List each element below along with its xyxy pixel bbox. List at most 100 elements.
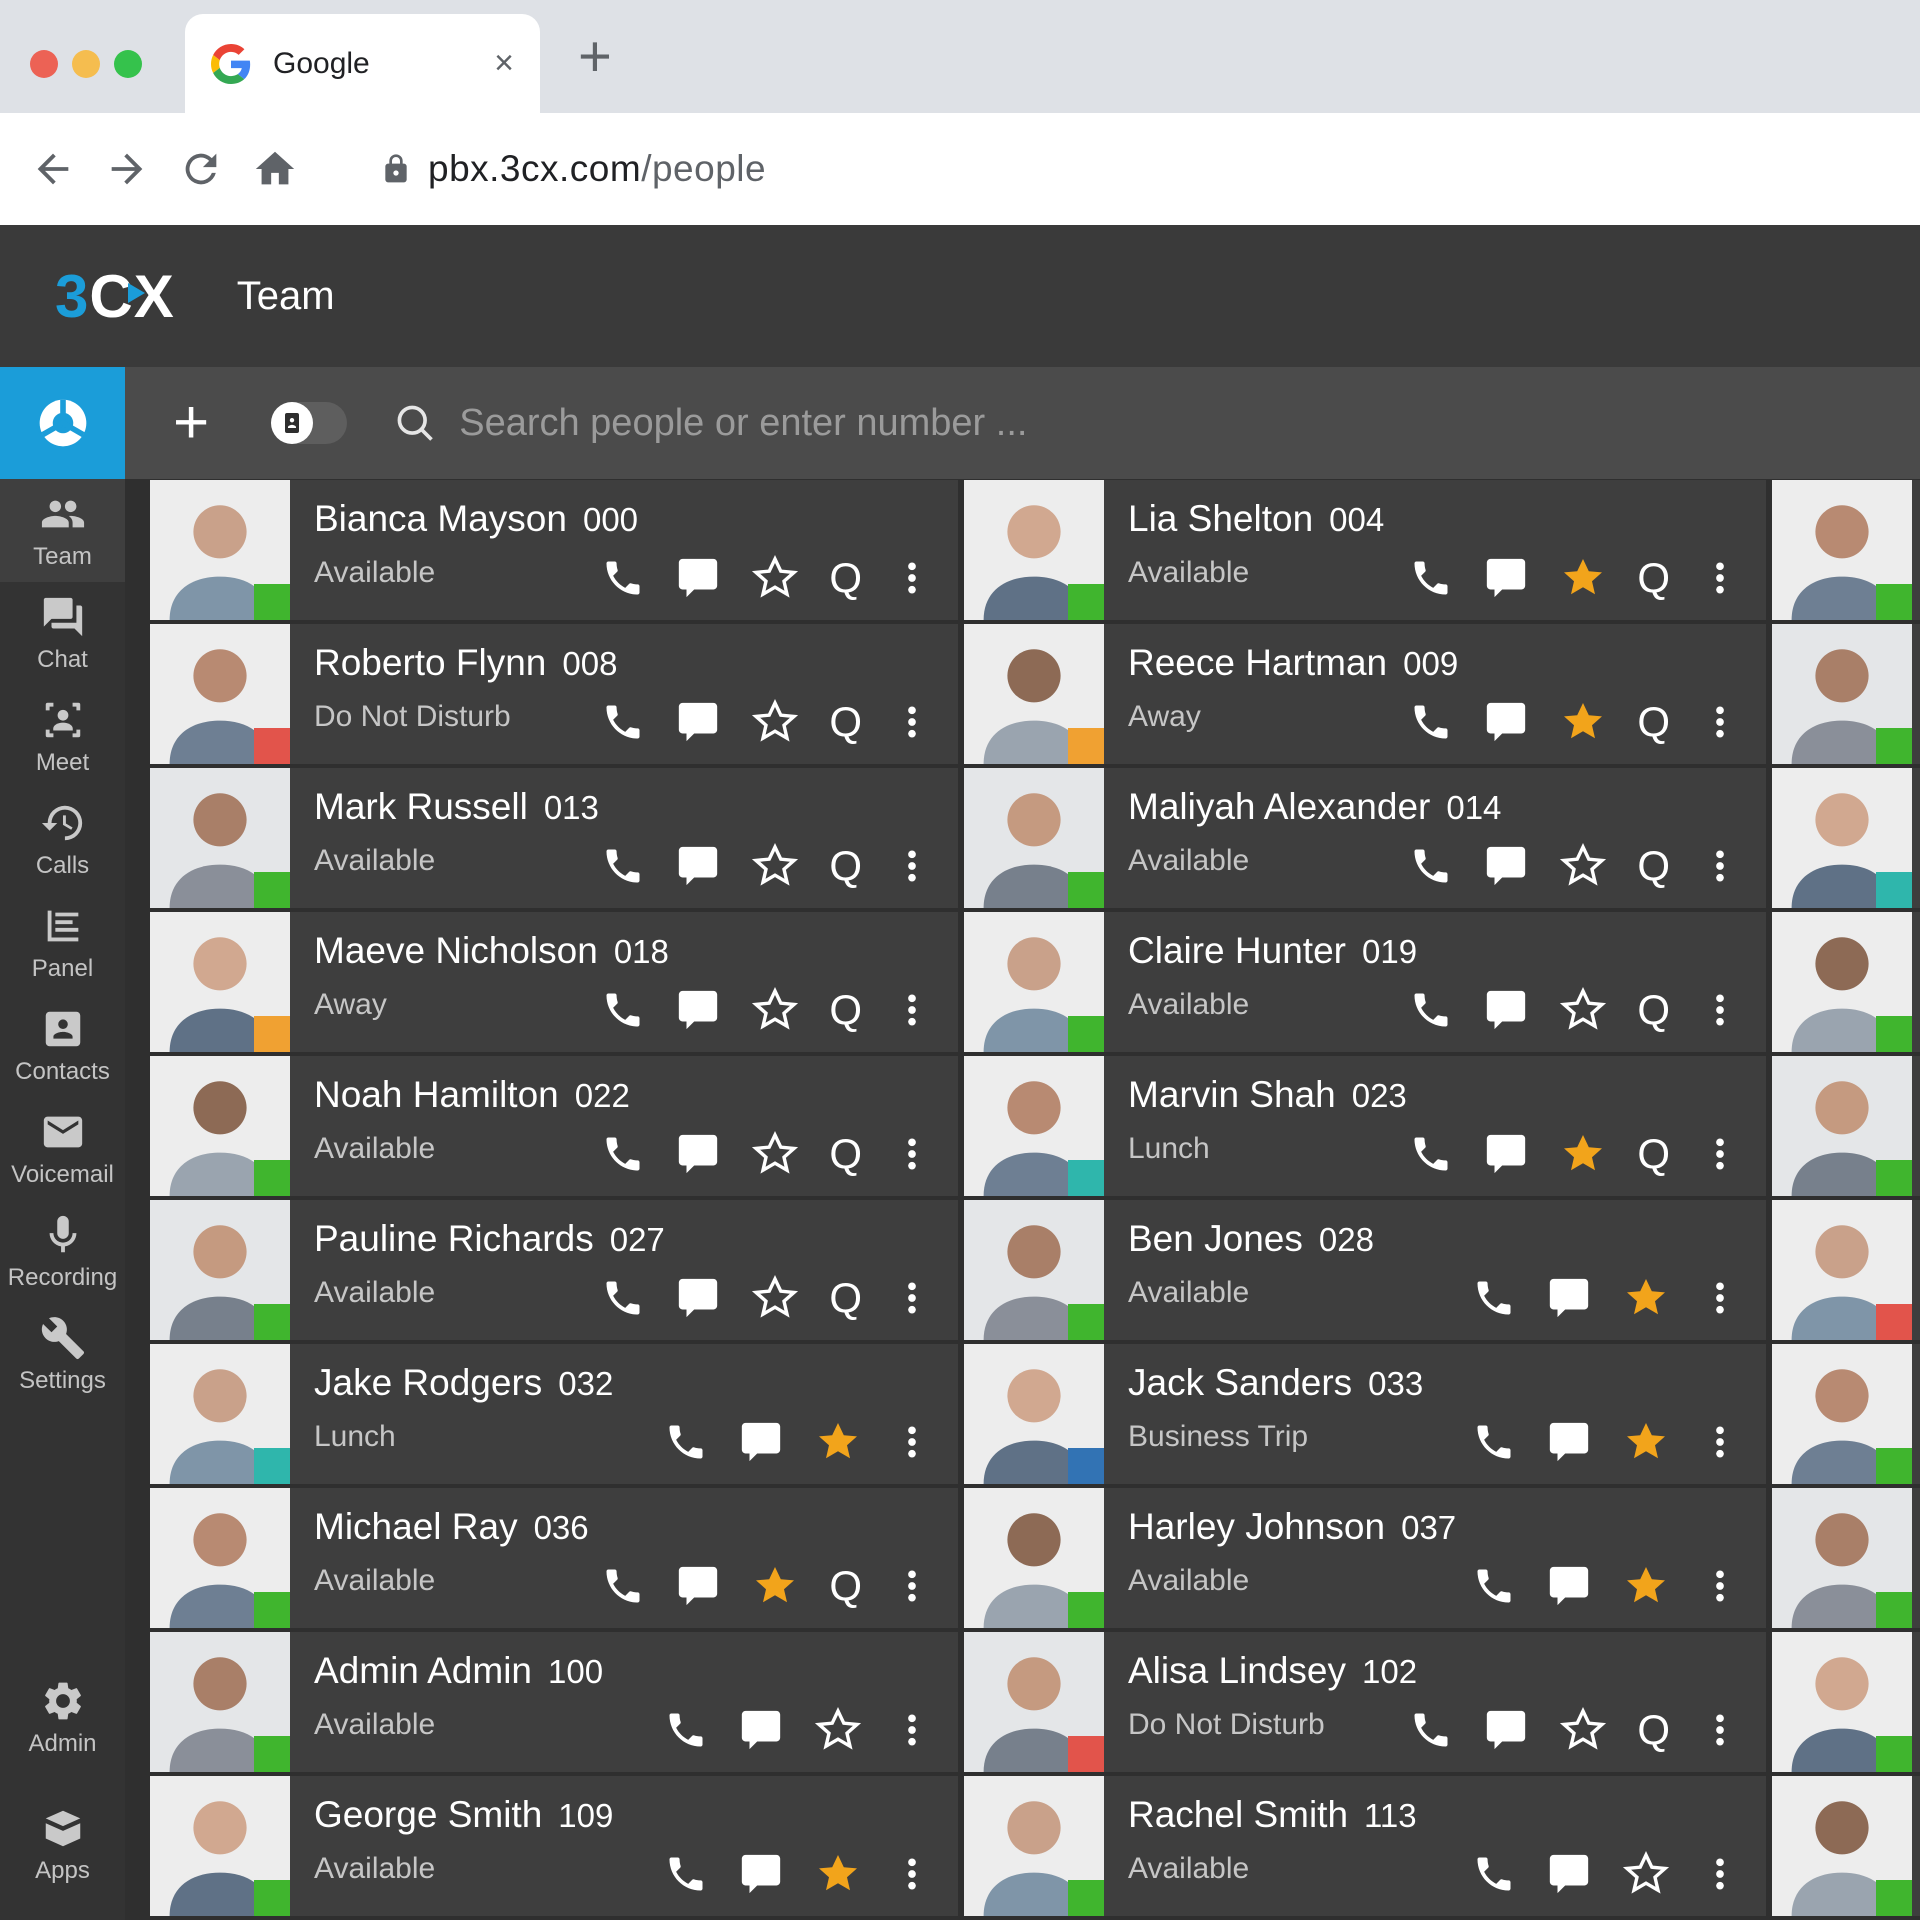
chat-icon[interactable]	[1546, 1563, 1592, 1609]
more-options-icon[interactable]	[1700, 1420, 1740, 1464]
person-card[interactable]: Alisa Lindsey 102 Do Not Disturb Q	[964, 1632, 1766, 1772]
favorite-star-icon[interactable]	[1622, 1562, 1670, 1610]
more-options-icon[interactable]	[1700, 1708, 1740, 1752]
chat-icon[interactable]	[675, 555, 721, 601]
more-options-icon[interactable]	[892, 1564, 932, 1608]
forward-icon[interactable]	[104, 146, 150, 192]
favorite-star-icon[interactable]	[751, 554, 799, 602]
more-options-icon[interactable]	[1700, 844, 1740, 888]
call-icon[interactable]	[601, 700, 645, 744]
favorite-star-icon[interactable]	[751, 842, 799, 890]
more-options-icon[interactable]	[892, 1420, 932, 1464]
chat-icon[interactable]	[1483, 987, 1529, 1033]
call-icon[interactable]	[1472, 1420, 1516, 1464]
more-options-icon[interactable]	[892, 1132, 932, 1176]
chat-icon[interactable]	[675, 1275, 721, 1321]
chat-icon[interactable]	[675, 699, 721, 745]
favorite-star-icon[interactable]	[751, 1274, 799, 1322]
sidebar-item-chat[interactable]: Chat	[0, 582, 125, 685]
chat-icon[interactable]	[675, 1563, 721, 1609]
call-icon[interactable]	[664, 1420, 708, 1464]
call-icon[interactable]	[1472, 1276, 1516, 1320]
maximize-window-button[interactable]	[114, 50, 142, 78]
favorite-star-icon[interactable]	[1559, 986, 1607, 1034]
sidebar-item-settings[interactable]: Settings	[0, 1303, 125, 1406]
more-options-icon[interactable]	[892, 556, 932, 600]
person-card[interactable]: Roberto Flynn 008 Do Not Disturb Q	[150, 624, 958, 764]
favorite-star-icon[interactable]	[1559, 554, 1607, 602]
queue-icon[interactable]: Q	[1637, 554, 1670, 601]
favorite-star-icon[interactable]	[1559, 1130, 1607, 1178]
favorite-star-icon[interactable]	[1559, 842, 1607, 890]
window-controls[interactable]	[30, 50, 142, 78]
person-card[interactable]: Rachel Smith 113 Available Q	[964, 1776, 1766, 1916]
favorite-star-icon[interactable]	[1559, 698, 1607, 746]
search-icon[interactable]	[393, 401, 437, 445]
more-options-icon[interactable]	[892, 700, 932, 744]
tab-close-icon[interactable]: ×	[494, 44, 514, 82]
favorite-star-icon[interactable]	[1559, 1706, 1607, 1754]
person-card[interactable]: Noah Hamilton 022 Available Q	[150, 1056, 958, 1196]
sidebar-item-voicemail[interactable]: Voicemail	[0, 1097, 125, 1200]
queue-icon[interactable]: Q	[1637, 842, 1670, 889]
chat-icon[interactable]	[738, 1851, 784, 1897]
queue-icon[interactable]: Q	[829, 1562, 862, 1609]
call-icon[interactable]	[601, 1132, 645, 1176]
chat-icon[interactable]	[675, 987, 721, 1033]
call-icon[interactable]	[1472, 1564, 1516, 1608]
sidebar-item-recording[interactable]: Recording	[0, 1200, 125, 1303]
person-card[interactable]: Jack Sanders 033 Business Trip Q	[964, 1344, 1766, 1484]
more-options-icon[interactable]	[1700, 556, 1740, 600]
queue-icon[interactable]: Q	[829, 842, 862, 889]
call-icon[interactable]	[1409, 988, 1453, 1032]
close-window-button[interactable]	[30, 50, 58, 78]
person-card[interactable]: George Smith 109 Available Q	[150, 1776, 958, 1916]
chat-icon[interactable]	[675, 1131, 721, 1177]
chat-icon[interactable]	[1483, 555, 1529, 601]
call-icon[interactable]	[1409, 1132, 1453, 1176]
more-options-icon[interactable]	[892, 988, 932, 1032]
queue-icon[interactable]: Q	[829, 986, 862, 1033]
more-options-icon[interactable]	[1700, 1276, 1740, 1320]
call-icon[interactable]	[1409, 700, 1453, 744]
more-options-icon[interactable]	[892, 1276, 932, 1320]
search-input[interactable]	[459, 401, 1360, 445]
url-text[interactable]: pbx.3cx.com/people	[428, 148, 766, 190]
call-icon[interactable]	[601, 1276, 645, 1320]
favorite-star-icon[interactable]	[814, 1418, 862, 1466]
chat-icon[interactable]	[1483, 1131, 1529, 1177]
favorite-star-icon[interactable]	[814, 1706, 862, 1754]
chat-icon[interactable]	[1546, 1275, 1592, 1321]
chat-icon[interactable]	[1546, 1419, 1592, 1465]
queue-icon[interactable]: Q	[829, 698, 862, 745]
person-card-partial[interactable]	[1772, 912, 1920, 1052]
call-icon[interactable]	[1409, 844, 1453, 888]
chat-icon[interactable]	[1483, 843, 1529, 889]
sidebar-item-panel[interactable]: Panel	[0, 891, 125, 994]
favorite-star-icon[interactable]	[1622, 1274, 1670, 1322]
new-tab-button[interactable]: +	[578, 24, 612, 89]
person-card[interactable]: Harley Johnson 037 Available Q	[964, 1488, 1766, 1628]
sidebar-item-contacts[interactable]: Contacts	[0, 994, 125, 1097]
favorite-star-icon[interactable]	[751, 1562, 799, 1610]
favorite-star-icon[interactable]	[751, 986, 799, 1034]
person-card-partial[interactable]	[1772, 1776, 1920, 1916]
favorite-star-icon[interactable]	[1622, 1418, 1670, 1466]
call-icon[interactable]	[664, 1852, 708, 1896]
more-options-icon[interactable]	[1700, 1132, 1740, 1176]
person-card[interactable]: Claire Hunter 019 Available Q	[964, 912, 1766, 1052]
more-options-icon[interactable]	[892, 1708, 932, 1752]
more-options-icon[interactable]	[1700, 988, 1740, 1032]
person-card-partial[interactable]	[1772, 1056, 1920, 1196]
queue-icon[interactable]: Q	[829, 1130, 862, 1177]
favorite-star-icon[interactable]	[1622, 1850, 1670, 1898]
person-card[interactable]: Maeve Nicholson 018 Away Q	[150, 912, 958, 1052]
call-icon[interactable]	[1472, 1852, 1516, 1896]
person-card[interactable]: Lia Shelton 004 Available Q	[964, 480, 1766, 620]
more-options-icon[interactable]	[1700, 700, 1740, 744]
person-card[interactable]: Pauline Richards 027 Available Q	[150, 1200, 958, 1340]
person-card[interactable]: Marvin Shah 023 Lunch Q	[964, 1056, 1766, 1196]
chat-icon[interactable]	[675, 843, 721, 889]
person-card-partial[interactable]	[1772, 1632, 1920, 1772]
chat-icon[interactable]	[1483, 699, 1529, 745]
